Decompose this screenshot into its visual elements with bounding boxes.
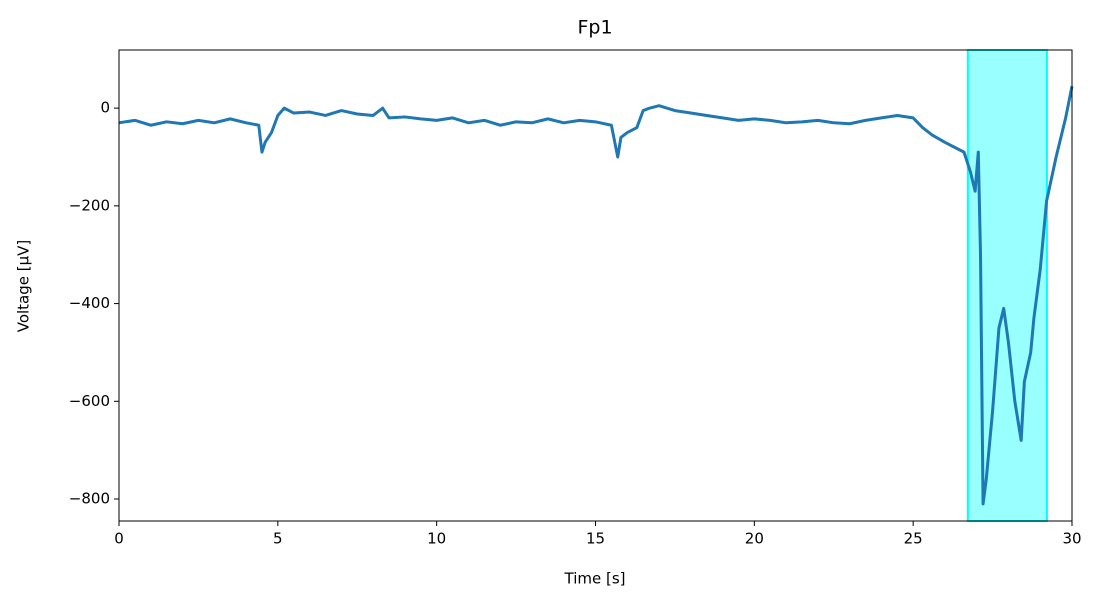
x-tick-label: 30	[1062, 530, 1081, 548]
x-tick-label: 0	[114, 530, 124, 548]
x-tick-label: 25	[904, 530, 923, 548]
y-tick-label: −400	[69, 294, 110, 312]
x-tick-label: 20	[745, 530, 764, 548]
y-tick-label: 0	[100, 99, 110, 117]
y-tick-label: −800	[69, 490, 110, 508]
y-tick-label: −600	[69, 392, 110, 410]
y-axis-label: Voltage [µV]	[15, 240, 33, 333]
signal-line	[118, 85, 1074, 506]
x-tick-label: 15	[586, 530, 605, 548]
chart-title: Fp1	[577, 17, 612, 39]
y-tick-label: −200	[69, 196, 110, 214]
x-tick-label: 10	[427, 530, 446, 548]
x-tick-label: 5	[273, 530, 283, 548]
x-axis-label: Time [s]	[564, 570, 626, 588]
